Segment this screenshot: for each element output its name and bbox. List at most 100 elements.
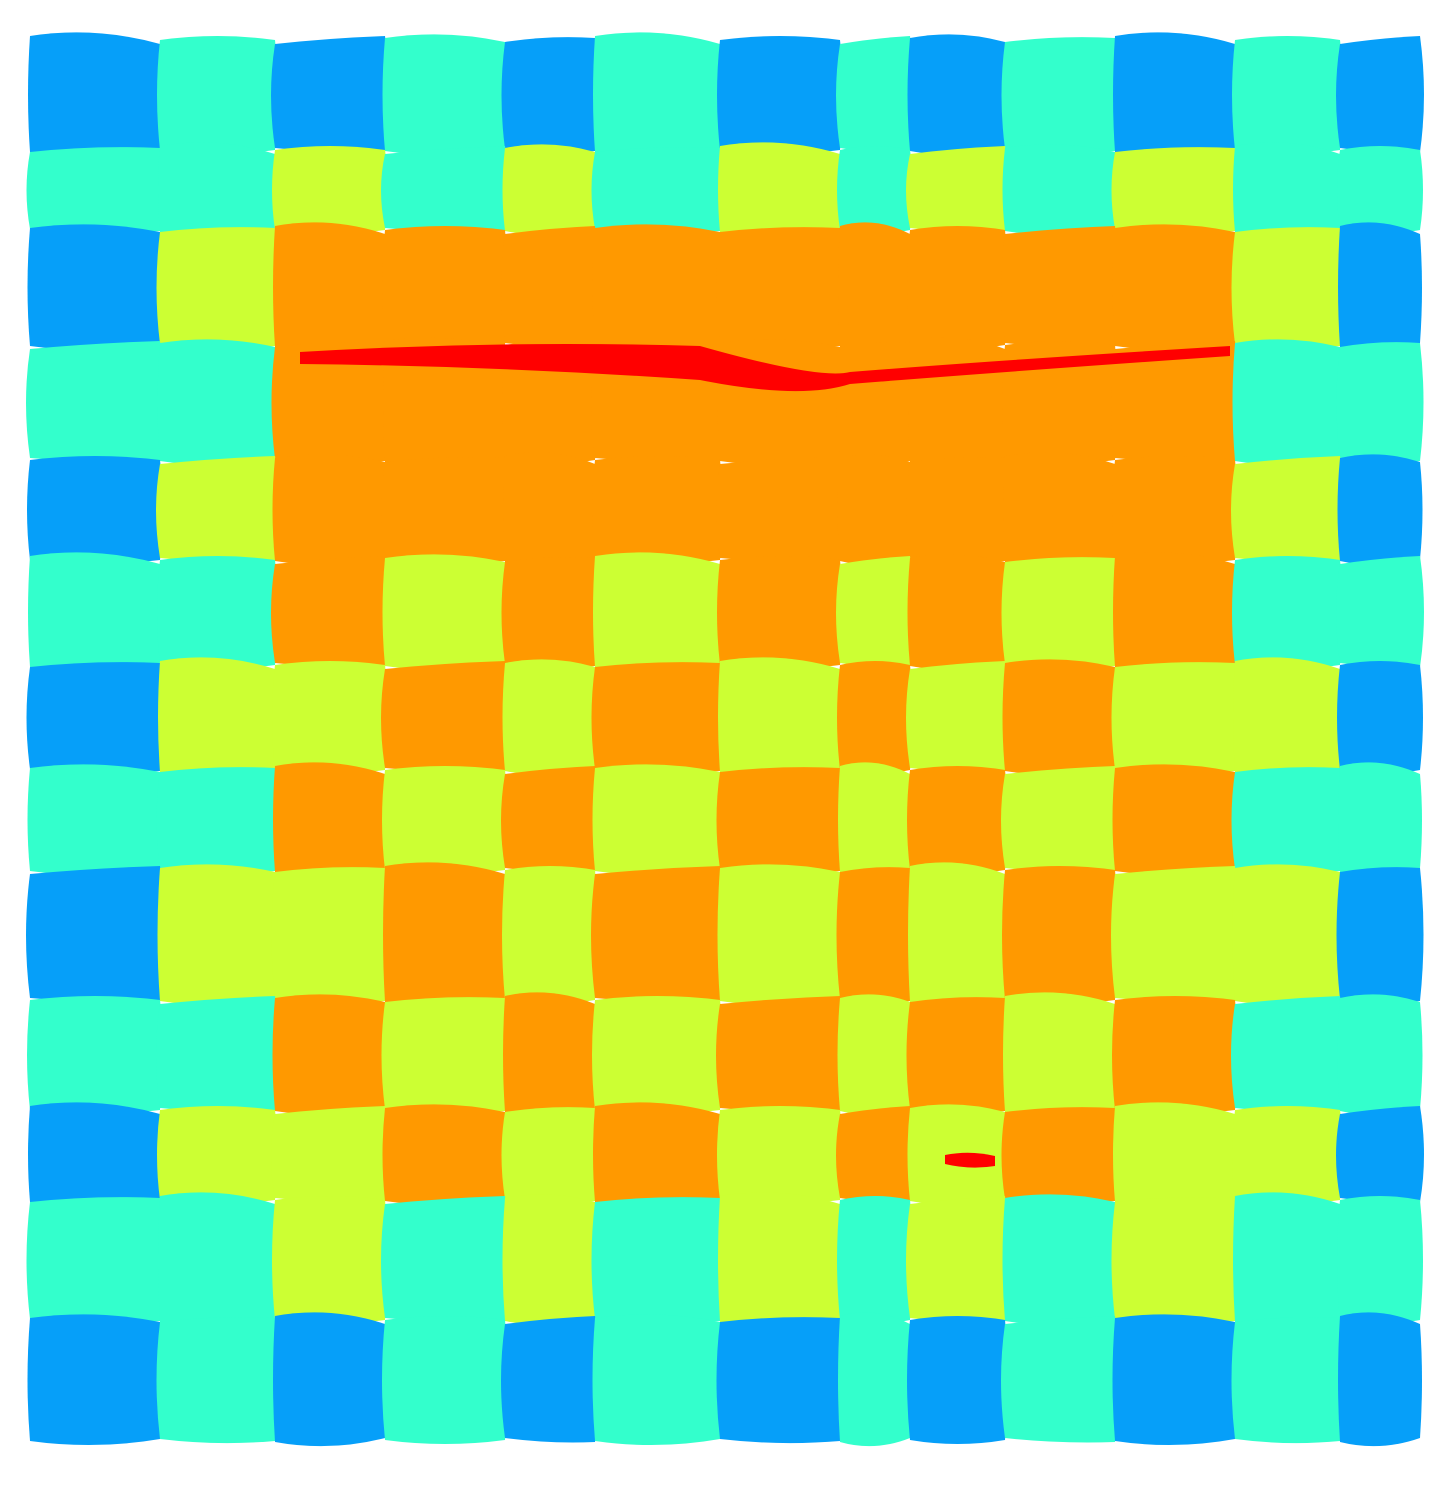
weave-cell <box>1337 1196 1423 1324</box>
weave-cell <box>716 767 844 874</box>
weave-cell <box>27 996 163 1114</box>
weave-cell <box>272 1196 388 1324</box>
weave-cell <box>271 1106 389 1203</box>
weave-cell <box>718 142 842 237</box>
weave-cell <box>1336 556 1424 668</box>
weave-cell <box>1232 339 1343 466</box>
weave-cell <box>383 862 507 1007</box>
weave-cell <box>157 556 278 669</box>
weave-cell <box>382 1104 508 1206</box>
weave-cell <box>836 556 914 668</box>
weave-cell <box>156 767 279 874</box>
weave-cell <box>907 226 1008 349</box>
weave-cell <box>907 34 1008 156</box>
weave-cell <box>1001 1316 1119 1443</box>
weave-cell <box>272 994 388 1116</box>
weave-cell <box>1231 456 1344 563</box>
weave-cell <box>501 226 599 348</box>
weave-cell <box>158 142 277 237</box>
weave-cell <box>503 992 597 1117</box>
weave-cell <box>156 456 279 563</box>
weave-cell <box>501 1107 599 1204</box>
weave-cell <box>591 1197 724 1324</box>
weave-cell <box>157 339 278 466</box>
weave-cell <box>716 456 844 563</box>
weave-cell <box>26 341 164 463</box>
weave-cell <box>157 1106 278 1204</box>
weave-cell <box>1337 454 1423 566</box>
weave-cell <box>716 227 844 349</box>
weave-cell <box>26 866 164 1003</box>
weave-cell <box>1336 36 1424 153</box>
weave-cell <box>158 1192 277 1327</box>
weave-cell <box>157 36 278 154</box>
weave-cell <box>907 766 1008 874</box>
weave-cell <box>503 452 597 567</box>
weave-cell <box>502 866 598 1004</box>
weave-cell <box>1233 1192 1342 1327</box>
weave-cell <box>1337 661 1423 774</box>
weave-cell <box>591 662 724 774</box>
weave-cell <box>592 224 723 351</box>
weave-cell <box>1112 456 1238 564</box>
weave-cell <box>1113 552 1237 672</box>
weave-cell <box>592 764 723 876</box>
weave-cell <box>718 657 842 777</box>
weave-cell <box>156 227 279 349</box>
weave-cell <box>271 556 389 668</box>
weave-cell <box>906 1196 1009 1323</box>
weave-cell <box>156 996 279 1113</box>
weave-cell <box>836 1106 914 1203</box>
weave-cell <box>906 146 1009 233</box>
weave-cell <box>717 36 843 154</box>
weave-cell <box>1338 762 1422 877</box>
weave-cell <box>1111 341 1239 463</box>
weave-cell <box>1232 556 1343 669</box>
weave-cell <box>1111 1197 1239 1324</box>
hot-seam <box>945 1152 995 1168</box>
weave-cell <box>1231 227 1344 349</box>
weave-cell <box>1001 37 1119 154</box>
weave-cell <box>836 867 914 1004</box>
weave-cell <box>1003 452 1117 567</box>
weave-cell <box>1112 764 1238 876</box>
weave-cell <box>591 866 724 1003</box>
weave-cell <box>838 762 912 877</box>
weave-cell <box>27 1314 163 1446</box>
weave-cell <box>1337 146 1423 234</box>
weave-cell <box>383 337 507 467</box>
weave-cell <box>158 657 277 777</box>
weave-cell <box>718 1192 842 1327</box>
weave-cell <box>501 1316 599 1443</box>
weave-cell <box>1001 226 1119 348</box>
weave-cell <box>1232 36 1343 154</box>
weave-cell <box>382 766 508 874</box>
weave-cell <box>1001 766 1119 873</box>
weave-cell <box>838 222 912 352</box>
weave-cell <box>907 1316 1008 1444</box>
weave-cell <box>593 32 722 157</box>
weave-cell <box>593 552 722 672</box>
weave-cell <box>271 342 389 464</box>
weave-cell <box>26 662 164 774</box>
weave-cell <box>381 1196 509 1323</box>
weave-cell <box>382 554 508 671</box>
weave-cell <box>1001 1107 1119 1204</box>
weave-cell <box>1002 659 1118 776</box>
weave-cell <box>272 146 388 234</box>
weave-cell <box>836 342 914 464</box>
weave-cell <box>381 457 509 564</box>
weave-cell <box>1112 996 1238 1114</box>
weave-cell <box>1337 994 1423 1116</box>
weave-cell <box>27 224 163 351</box>
weave-cell <box>156 1317 279 1444</box>
weave-cell <box>1336 342 1424 464</box>
weave-cell <box>1233 657 1342 777</box>
weave-cell <box>1112 1314 1238 1446</box>
weave-cell <box>838 1312 912 1447</box>
weave-cell <box>1232 864 1343 1006</box>
weave-cell <box>908 862 1007 1007</box>
weave-cell <box>1113 1102 1237 1207</box>
